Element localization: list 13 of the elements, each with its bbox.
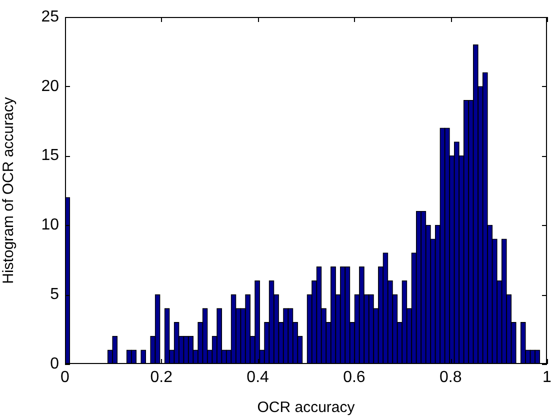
y-tick-label: 10 [41,216,60,234]
y-tick-label: 20 [41,78,60,95]
x-axis-title: OCR accuracy [257,399,356,416]
y-tick-label: 5 [50,286,60,304]
x-tick-label: 0.2 [150,369,173,386]
x-tick-label: 0.4 [246,369,270,386]
y-tick-label: 25 [41,8,60,26]
x-tick-label: 0.6 [343,369,366,386]
y-tick-label: 15 [41,147,60,164]
y-tick-label: 0 [50,355,60,372]
x-tick-label: 1 [542,369,552,386]
y-axis-title: Histogram of OCR accuracy [0,96,18,284]
x-tick-label: 0.8 [439,369,462,386]
